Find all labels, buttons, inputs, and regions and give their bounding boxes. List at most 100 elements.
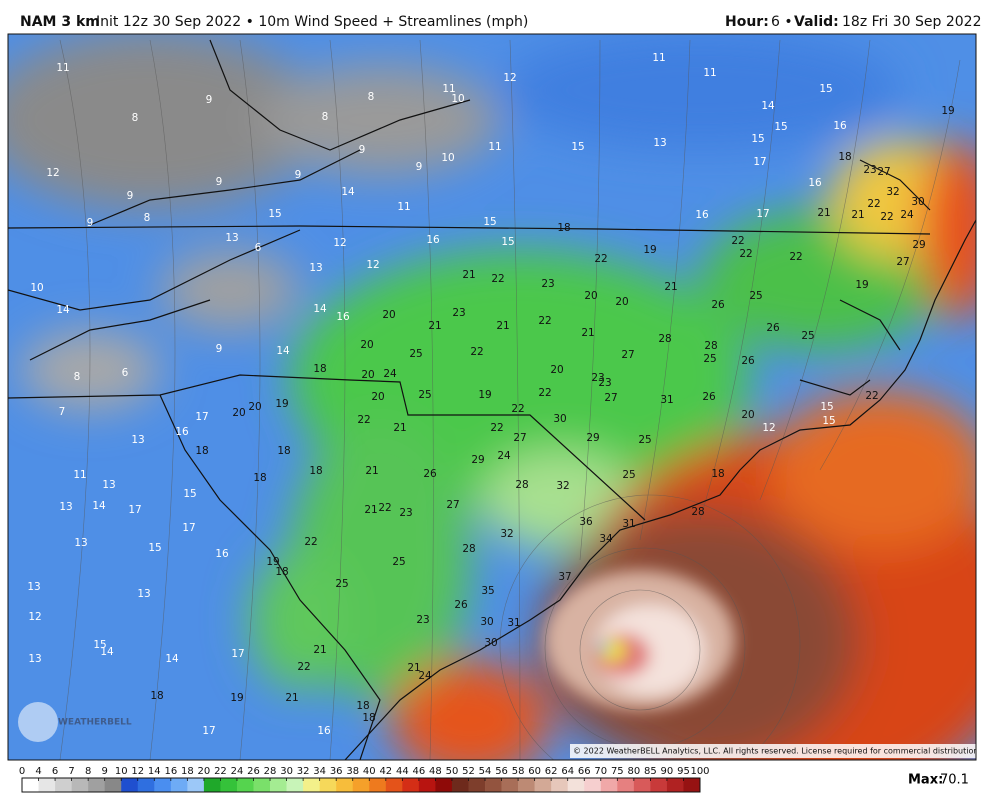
wind-label: 20 (550, 364, 563, 376)
colorbar-swatch (451, 778, 469, 792)
wind-field (8, 34, 976, 760)
colorbar-tick-label: 54 (479, 766, 492, 777)
wind-label: 9 (216, 343, 223, 355)
wind-label: 27 (621, 349, 634, 361)
colorbar-tick-label: 34 (313, 766, 326, 777)
wind-label: 12 (28, 611, 41, 623)
wind-label: 23 (416, 614, 429, 626)
map-frame (7, 33, 977, 761)
wind-label: 10 (30, 282, 43, 294)
wind-label: 17 (202, 725, 215, 737)
wind-label: 26 (741, 355, 755, 367)
colorbar-swatch (253, 778, 271, 792)
wind-label: 16 (808, 177, 822, 189)
wind-label: 19 (941, 105, 954, 117)
streamlines (59, 39, 961, 760)
wind-label: 36 (579, 516, 593, 528)
wind-label: 15 (501, 236, 514, 248)
state-lines (8, 39, 471, 361)
wind-label: 17 (195, 411, 208, 423)
wind-label: 22 (739, 248, 752, 260)
colorbar: 0 4 6 7 8 9 10 12 14 16 18 20 22 24 26 28 30 32 34 36 38 40 42… (19, 766, 710, 793)
colorbar-tick-label: 66 (578, 766, 591, 777)
wind-label: 25 (638, 434, 651, 446)
colorbar-swatch (22, 778, 39, 792)
wind-label: 22 (731, 235, 744, 247)
wind-label: 25 (703, 353, 716, 365)
wind-label: 11 (56, 62, 69, 74)
wind-label: 18 (275, 566, 288, 578)
colorbar-tick-label: 75 (611, 766, 624, 777)
colorbar-tick-label: 40 (363, 766, 376, 777)
wind-label: 17 (753, 156, 766, 168)
wind-label: 18 (150, 690, 163, 702)
wind-label: 30 (553, 413, 566, 425)
wind-label: 7 (59, 406, 66, 418)
wind-label: 31 (660, 394, 673, 406)
wind-label: 15 (822, 415, 835, 427)
colorbar-tick-label: 62 (545, 766, 558, 777)
colorbar-swatch (369, 778, 387, 792)
colorbar-tick-label: 80 (627, 766, 640, 777)
wind-label: 21 (364, 504, 377, 516)
wind-label: 14 (313, 303, 327, 315)
max-value: 70.1 (940, 773, 969, 788)
wind-label: 8 (368, 91, 375, 103)
colorbar-tick-label: 0 (19, 766, 25, 777)
wind-label: 30 (484, 637, 497, 649)
wind-label: 22 (470, 346, 483, 358)
wind-label: 26 (454, 599, 468, 611)
wind-label: 25 (409, 348, 422, 360)
colorbar-swatch (55, 778, 72, 792)
hour-value: 6 • (771, 14, 793, 30)
colorbar-tick-label: 44 (396, 766, 409, 777)
wind-label: 30 (911, 196, 924, 208)
colorbar-swatch (286, 778, 304, 792)
wind-label: 30 (480, 616, 493, 628)
wind-label: 18 (362, 712, 375, 724)
wind-label: 14 (341, 186, 355, 198)
colorbar-tick-label: 95 (677, 766, 690, 777)
colorbar-tick-label: 12 (131, 766, 144, 777)
wind-label: 15 (148, 542, 161, 554)
wind-label: 11 (703, 67, 716, 79)
colorbar-tick-label: 56 (495, 766, 508, 777)
colorbar-tick-label: 4 (35, 766, 41, 777)
wind-label: 22 (789, 251, 802, 263)
wind-label: 24 (497, 450, 511, 462)
wind-label: 24 (383, 368, 397, 380)
wind-label: 24 (418, 670, 432, 682)
wind-label: 25 (335, 578, 348, 590)
wind-label: 9 (295, 169, 302, 181)
colorbar-tick-label: 7 (68, 766, 74, 777)
wind-label: 28 (462, 543, 475, 555)
colorbar-swatch (104, 778, 122, 792)
wind-label: 32 (886, 186, 899, 198)
colorbar-swatch (418, 778, 436, 792)
wind-label: 22 (378, 502, 391, 514)
wind-label: 20 (615, 296, 628, 308)
colorbar-tick-label: 26 (247, 766, 260, 777)
wind-label: 27 (877, 166, 890, 178)
colorbar-swatch (187, 778, 205, 792)
colorbar-swatch (435, 778, 453, 792)
colorbar-swatch (468, 778, 486, 792)
wind-label: 21 (664, 281, 677, 293)
wind-label: 26 (423, 468, 437, 480)
wind-label: 14 (276, 345, 290, 357)
colorbar-swatch (71, 778, 89, 792)
colorbar-swatch (650, 778, 668, 792)
wind-label: 22 (490, 422, 503, 434)
colorbar-swatch (617, 778, 635, 792)
colorbar-swatch (137, 778, 155, 792)
wind-label: 23 (598, 377, 611, 389)
colorbar-swatch (485, 778, 502, 792)
wind-label: 19 (266, 556, 279, 568)
wind-label: 31 (507, 617, 520, 629)
wind-label: 9 (416, 161, 423, 173)
wind-label: 11 (442, 83, 455, 95)
wind-label: 29 (912, 239, 925, 251)
wind-label: 20 (361, 369, 374, 381)
wind-label: 8 (74, 371, 81, 383)
wind-label: 20 (584, 290, 597, 302)
